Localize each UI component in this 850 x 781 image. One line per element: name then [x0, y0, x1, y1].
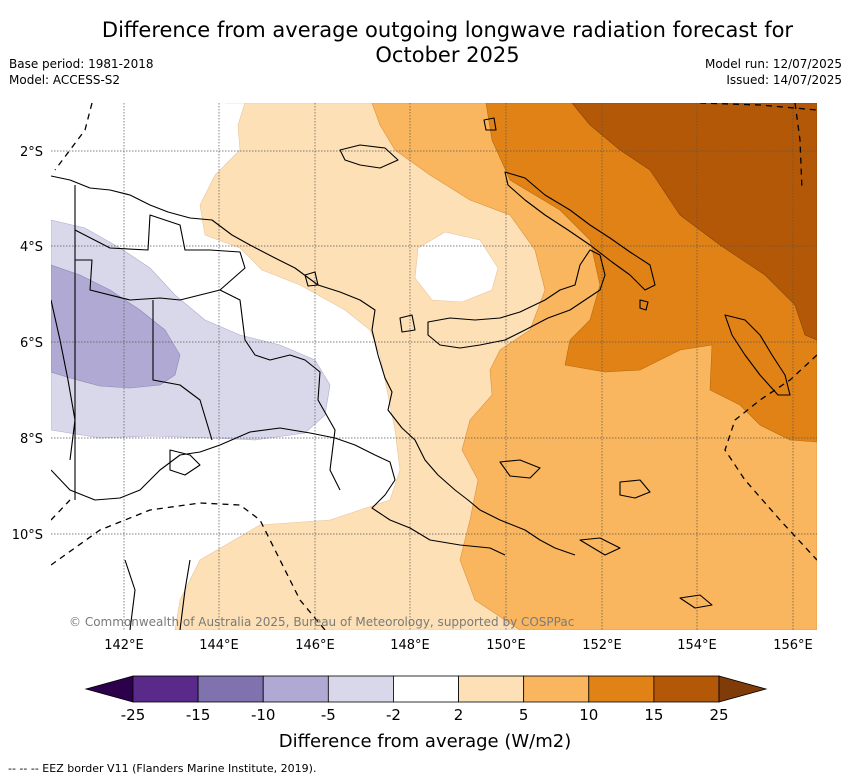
colorbar-swatch: [197, 675, 264, 703]
lat-labels: 2°S 4°S 6°S 8°S 10°S: [12, 145, 43, 543]
map-title: Difference from average outgoing longwav…: [90, 18, 805, 68]
lat-label: 4°S: [20, 240, 43, 255]
colorbar-tick-label: 2: [454, 706, 464, 724]
colorbar-label: Difference from average (W/m2): [279, 731, 571, 752]
colorbar: -25 -15 -10 -5 -2 2 5 10 15 25 Difference from av…: [84, 675, 768, 752]
model-run: Model run: 12/07/2025: [704, 57, 842, 71]
colorbar-under-arrow: [84, 675, 134, 703]
issued-date: Issued: 14/07/2025: [726, 73, 842, 87]
colorbar-swatch: [523, 675, 590, 703]
graticule: [51, 103, 817, 630]
colorbar-tick-label: -2: [386, 706, 401, 724]
lon-label: 144°E: [199, 638, 239, 653]
title-line-2: October 2025: [375, 43, 520, 67]
map-area: [51, 103, 817, 630]
meta-left: Base period: 1981-2018 Model: ACCESS-S2: [9, 56, 154, 88]
colorbar-swatch: [653, 675, 720, 703]
lon-label: 152°E: [582, 638, 622, 653]
colorbar-swatch: [132, 675, 199, 703]
colorbar-swatch: [393, 675, 459, 703]
colorbar-tick-label: -10: [251, 706, 276, 724]
model-name: Model: ACCESS-S2: [9, 73, 121, 87]
colorbar-swatch: [262, 675, 329, 703]
eez-borders: [51, 103, 817, 630]
colorbar-swatch: [588, 675, 655, 703]
lat-label: 2°S: [20, 145, 43, 160]
colorbar-over-arrow: [718, 675, 768, 703]
lon-label: 146°E: [295, 638, 335, 653]
colorbar-tick-label: -25: [121, 706, 146, 724]
colorbar-tick-label: -15: [186, 706, 211, 724]
lon-label: 150°E: [486, 638, 526, 653]
colorbar-tick-label: -5: [321, 706, 336, 724]
title-line-1: Difference from average outgoing longwav…: [101, 18, 794, 42]
colorbar-tick-label: 25: [709, 706, 728, 724]
meta-right: Model run: 12/07/2025 Issued: 14/07/2025: [705, 56, 842, 88]
colorbar-ticks: -25 -15 -10 -5 -2 2 5 10 15 25: [121, 706, 729, 724]
lon-label: 154°E: [677, 638, 717, 653]
white-bubble: [414, 231, 499, 303]
lon-label: 148°E: [390, 638, 430, 653]
colorbar-swatch: [458, 675, 525, 703]
lon-label: 142°E: [104, 638, 144, 653]
colorbar-boxes: [132, 675, 720, 703]
base-period: Base period: 1981-2018: [9, 57, 154, 71]
colorbar-tick-label: 10: [579, 706, 598, 724]
contour-neg10-neg5: [51, 264, 181, 389]
contour-15-25: [571, 103, 817, 341]
lat-label: 6°S: [20, 336, 43, 351]
coastlines: [51, 117, 791, 630]
lat-label: 10°S: [12, 528, 43, 543]
lat-label: 8°S: [20, 432, 43, 447]
lon-label: 156°E: [773, 638, 813, 653]
footer-note: -- -- -- EEZ border V11 (Flanders Marine…: [8, 762, 317, 775]
copyright-text: © Commonwealth of Australia 2025, Bureau…: [69, 615, 574, 629]
colorbar-tick-label: 5: [519, 706, 529, 724]
lon-labels: 142°E 144°E 146°E 148°E 150°E 152°E 154°…: [104, 638, 813, 653]
colorbar-swatch: [327, 675, 394, 703]
colorbar-tick-label: 15: [644, 706, 663, 724]
